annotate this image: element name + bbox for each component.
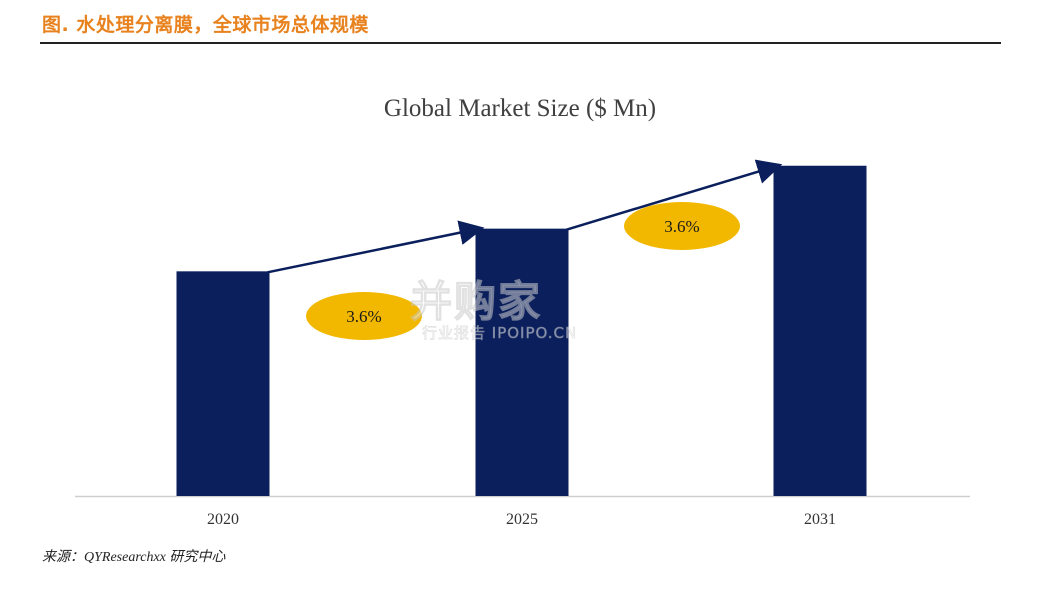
x-tick-label: 2031 [804, 511, 836, 528]
cagr-label: 3.6% [664, 217, 699, 236]
source-note: 来源：QYResearchxx 研究中心 [42, 550, 226, 565]
growth-bubble [624, 202, 740, 250]
cagr-label: 3.6% [346, 307, 381, 326]
growth-bubble [306, 292, 422, 340]
bar-2031 [773, 165, 867, 497]
x-tick-label: 2020 [207, 511, 239, 528]
bar-2020 [176, 271, 270, 496]
x-tick-label: 2025 [506, 511, 538, 528]
growth-arrow [267, 220, 485, 274]
bar-2025 [475, 228, 569, 496]
title-divider [40, 42, 1001, 44]
figure-title: 图. 水处理分离膜，全球市场总体规模 [42, 14, 369, 36]
growth-arrow [566, 159, 783, 231]
chart-title: Global Market Size ($ Mn) [384, 95, 656, 122]
